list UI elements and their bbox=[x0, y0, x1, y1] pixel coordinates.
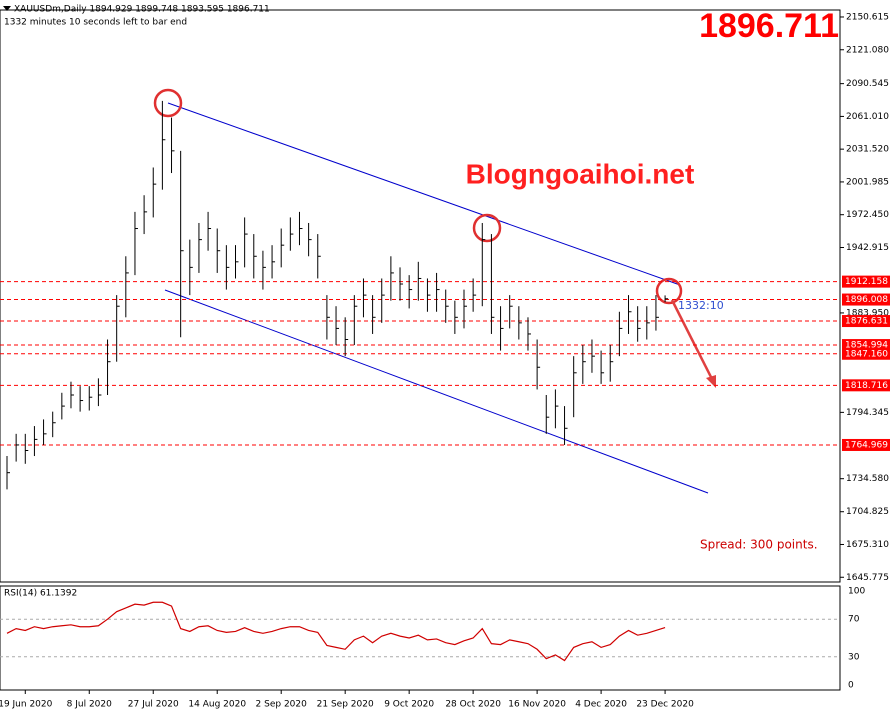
price-frame bbox=[0, 9, 841, 583]
y-tick-label: 2121.080 bbox=[846, 45, 889, 55]
x-tick-label: 27 Jul 2020 bbox=[128, 700, 179, 710]
level-label-box bbox=[842, 293, 890, 306]
menu-arrow bbox=[3, 6, 11, 11]
annotation: Spread: 300 points. bbox=[700, 538, 818, 552]
arrow-head bbox=[706, 375, 716, 388]
level-label: 1764.969 bbox=[845, 440, 888, 450]
channel-upper bbox=[167, 102, 681, 286]
x-tick-label: 16 Nov 2020 bbox=[508, 700, 566, 710]
y-tick-label: 1883.950 bbox=[846, 308, 889, 318]
rsi-label: RSI(14) 61.1392 bbox=[4, 589, 77, 599]
x-tick-label: 28 Oct 2020 bbox=[445, 700, 501, 710]
level-label: 1847.160 bbox=[845, 349, 888, 359]
y-tick-label: 1734.580 bbox=[846, 474, 889, 484]
watermark: Blogngoaihoi.net bbox=[466, 158, 695, 189]
highlight-circle bbox=[655, 277, 683, 305]
level-label-box bbox=[842, 438, 890, 451]
rsi-tick-label: 100 bbox=[848, 587, 865, 597]
rsi-tick-label: 30 bbox=[848, 652, 860, 662]
x-tick-label: 8 Jul 2020 bbox=[67, 700, 112, 710]
x-tick-label: 2 Sep 2020 bbox=[256, 700, 308, 710]
x-tick-label: 4 Dec 2020 bbox=[575, 700, 627, 710]
highlight-circle bbox=[472, 213, 502, 243]
x-tick-label: 9 Oct 2020 bbox=[384, 700, 434, 710]
level-label-box bbox=[842, 379, 890, 392]
y-tick-label: 1942.915 bbox=[846, 243, 889, 253]
rsi-tick-label: 0 bbox=[848, 681, 854, 691]
x-tick-label: 23 Dec 2020 bbox=[636, 700, 694, 710]
chart-subtitle: 1332 minutes 10 seconds left to bar end bbox=[4, 18, 187, 28]
y-tick-label: 1675.310 bbox=[846, 540, 889, 550]
y-tick-label: 2150.615 bbox=[846, 12, 889, 22]
rsi-line bbox=[6, 601, 666, 662]
highlight-circle bbox=[153, 88, 183, 118]
y-tick-label: 2031.520 bbox=[846, 145, 889, 155]
level-label: 1876.631 bbox=[845, 317, 888, 327]
x-tick-label: 21 Sep 2020 bbox=[317, 700, 374, 710]
level-label-box bbox=[842, 275, 890, 288]
y-tick-label: 1704.825 bbox=[846, 507, 889, 517]
rsi-tick-label: 70 bbox=[848, 615, 860, 625]
level-label-box bbox=[842, 347, 890, 360]
level-label: 1854.994 bbox=[845, 341, 888, 351]
x-tick-label: 14 Aug 2020 bbox=[188, 700, 246, 710]
y-tick-label: 2090.545 bbox=[846, 79, 889, 89]
arrow bbox=[670, 299, 716, 384]
timer: 1332:10 bbox=[678, 299, 724, 312]
y-tick-label: 1972.450 bbox=[846, 210, 889, 220]
level-label: 1818.716 bbox=[845, 381, 888, 391]
x-tick-label: 19 Jun 2020 bbox=[0, 700, 53, 710]
channel-lower bbox=[164, 289, 709, 494]
y-tick-label: 1645.775 bbox=[846, 573, 889, 583]
price-banner: 1896.711 bbox=[699, 7, 839, 45]
level-label: 1896.008 bbox=[845, 295, 888, 305]
y-tick-label: 2001.985 bbox=[846, 177, 889, 187]
level-label-box bbox=[842, 315, 890, 328]
y-tick-label: 2061.010 bbox=[846, 112, 889, 122]
rsi-frame bbox=[0, 585, 841, 691]
level-label: 1912.158 bbox=[845, 277, 888, 287]
y-tick-label: 1794.345 bbox=[846, 408, 889, 418]
chart-title: XAUUSDm,Daily 1894.929 1899.748 1893.595… bbox=[14, 5, 270, 15]
